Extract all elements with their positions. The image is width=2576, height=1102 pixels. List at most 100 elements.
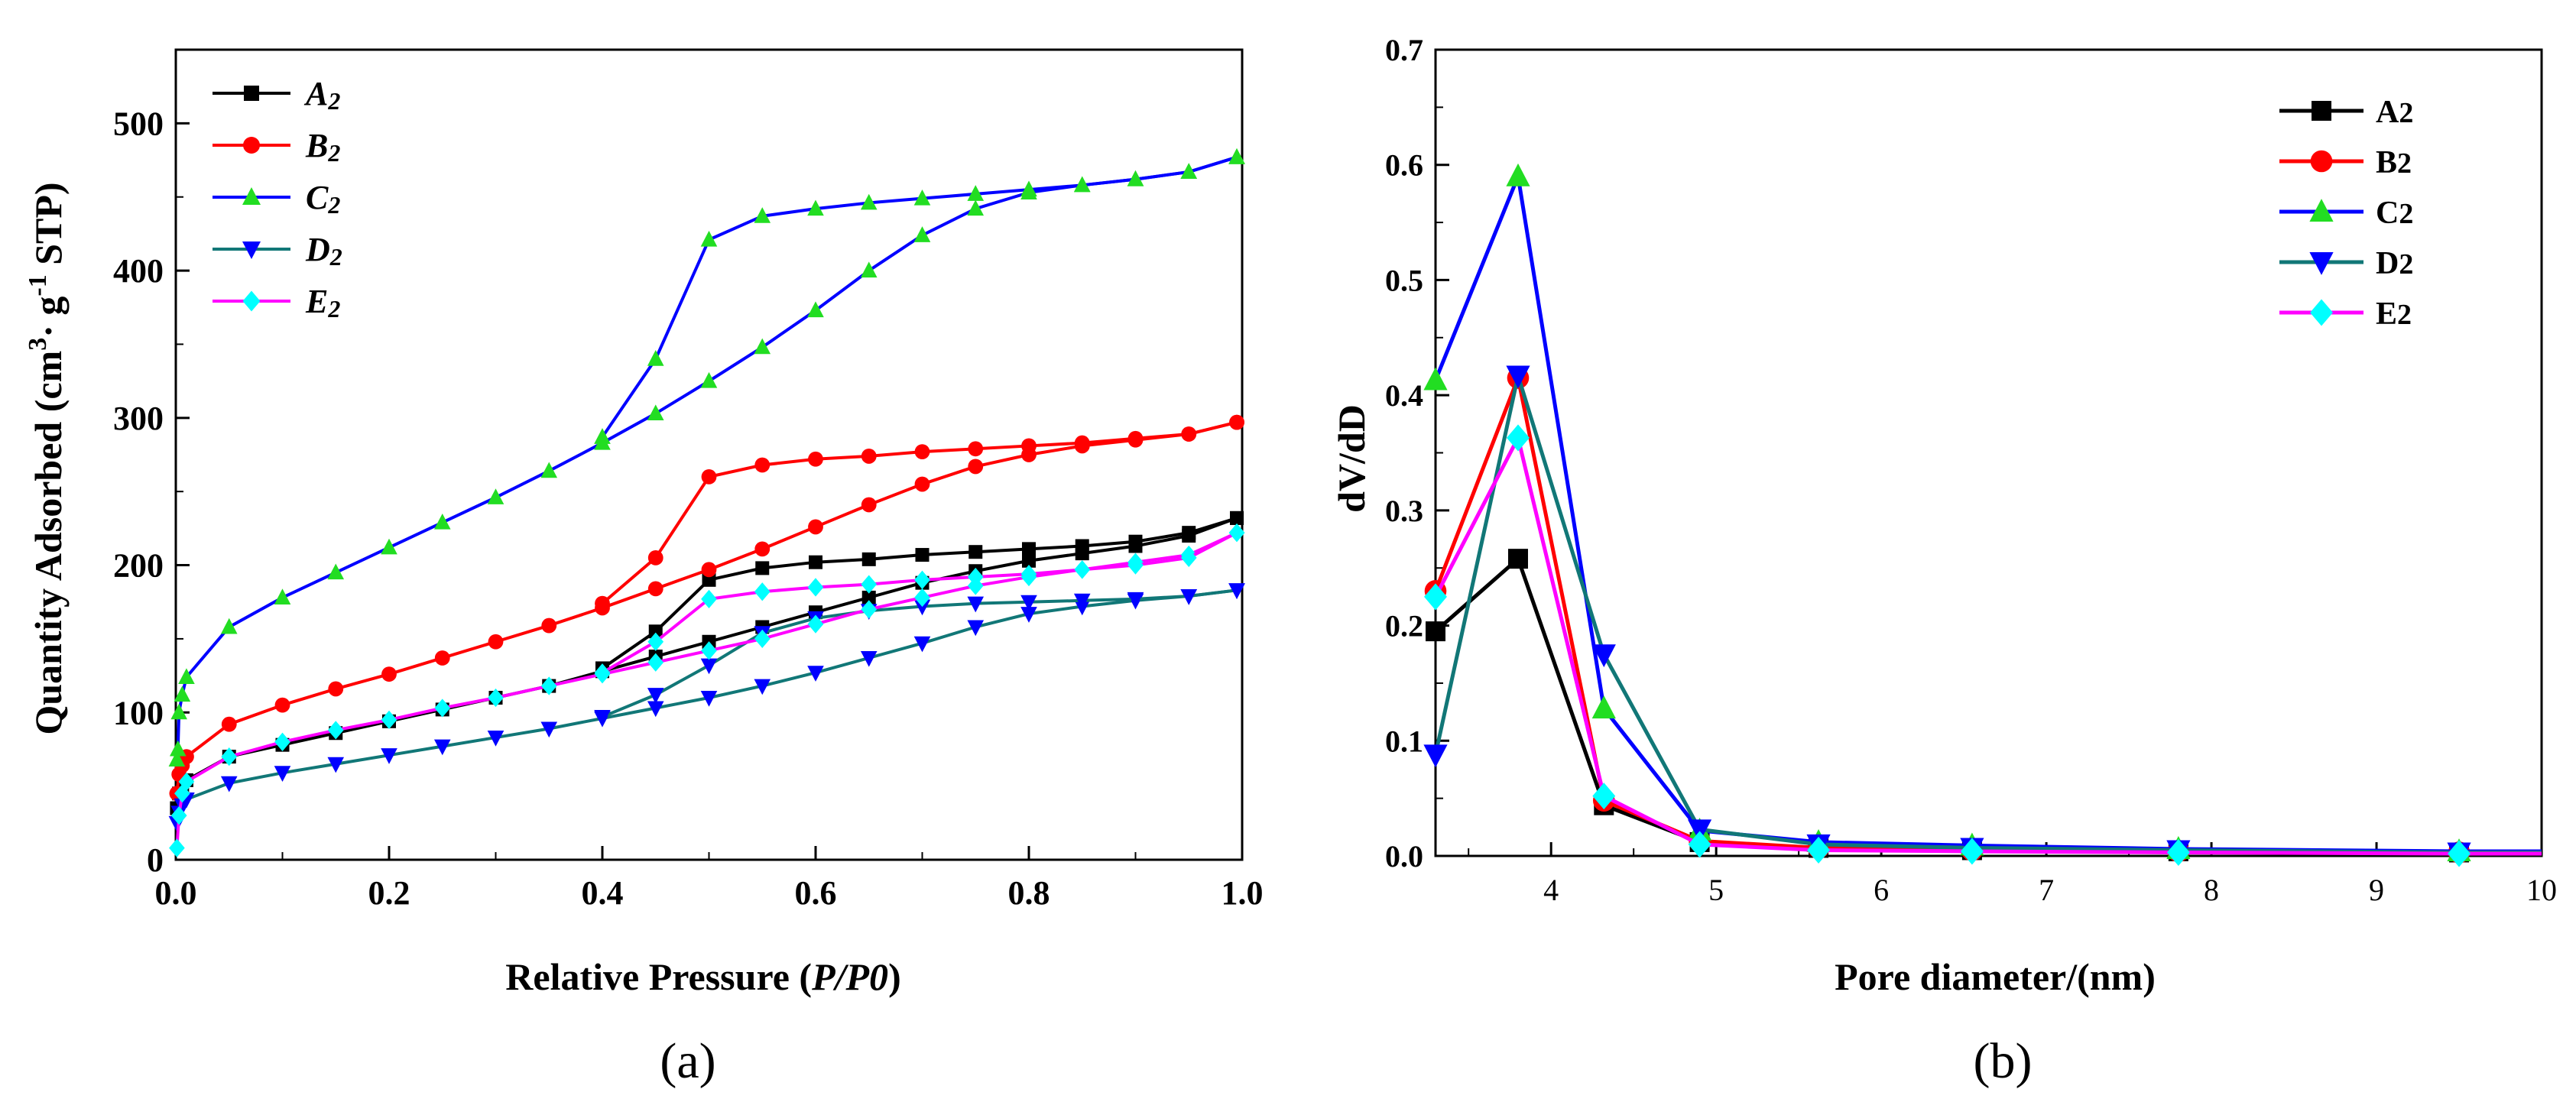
panel-a-legend-B2-label: B2 xyxy=(305,127,340,167)
panel-a-B2-point xyxy=(701,562,717,578)
panel-a-D2-point xyxy=(913,636,931,653)
panel-a-y-tick-label: 200 xyxy=(113,547,164,585)
panel-a-C2-point xyxy=(700,371,718,388)
panel-b-D2-point xyxy=(1591,644,1616,668)
panel-a-E2-adsorption-line xyxy=(175,531,1238,848)
panel-b-legend-E2-label: E2 xyxy=(2376,297,2412,332)
panel-a-C2-point xyxy=(913,189,931,206)
panel-a-C2-point xyxy=(594,428,611,444)
panel-a-C2-point xyxy=(1020,180,1037,197)
panel-a-A2-point xyxy=(1075,539,1089,553)
panel-a-x-tick-label: 1.0 xyxy=(1221,874,1264,912)
panel-a-D2-point xyxy=(1020,595,1037,611)
panel-b-C2-point xyxy=(1423,367,1448,391)
panel-a-E2-point xyxy=(914,570,930,589)
panel-a-legend-E2-marker xyxy=(242,290,261,312)
panel-a-B2-point xyxy=(914,444,930,460)
panel-a-E2-point xyxy=(647,632,664,651)
panel-a-C2-point xyxy=(700,230,718,247)
panel-a-C2-point xyxy=(1228,147,1245,164)
panel-a-D2-point xyxy=(487,731,504,747)
panel-b-legend-B2-label: B2 xyxy=(2376,145,2412,180)
panel-b-y-tick-label: 0.3 xyxy=(1385,494,1423,528)
panel-a-E2-point xyxy=(488,688,504,708)
panel-a-legend-E2-label: E2 xyxy=(305,283,340,322)
panel-b-E2-point xyxy=(1688,831,1711,858)
panel-a-caption: (a) xyxy=(660,1033,715,1089)
panel-a-B2-point xyxy=(701,469,717,485)
panel-a-B2-point xyxy=(434,650,450,666)
panel-a-C2-point xyxy=(913,226,931,242)
panel-a-B2-point xyxy=(647,550,663,566)
panel-b-E2-point xyxy=(2166,838,2190,867)
panel-a-E2-point xyxy=(807,578,824,597)
panel-b-y-axis-label: dV/dD xyxy=(1330,404,1373,513)
panel-a-D2-point xyxy=(1020,607,1037,623)
panel-a-x-tick-label: 0.4 xyxy=(582,874,624,912)
panel-b-E2-point xyxy=(2448,840,2471,867)
panel-a-y-tick-label: 300 xyxy=(113,400,164,437)
panel-a-D2-point xyxy=(647,688,664,704)
panel-a-A2-point xyxy=(1128,534,1143,549)
panel-a-legend-C2-marker xyxy=(242,187,261,205)
panel-a-E2-point xyxy=(1127,556,1144,575)
panel-a-E2-point xyxy=(647,653,664,672)
panel-a-y-tick-label: 100 xyxy=(113,694,164,731)
panel-b-C2-point xyxy=(1506,163,1530,186)
panel-a-D2-point xyxy=(860,650,878,667)
panel-a-x-tick-label: 0.8 xyxy=(1008,874,1050,912)
panel-a-C2-point xyxy=(220,617,238,634)
panel-a-D2-point xyxy=(967,620,985,637)
panel-a-B2-point xyxy=(754,457,771,473)
panel-a-A2-point xyxy=(861,552,876,566)
panel-b-pore-distribution-chart: 4 5 6 7 8 9 10 0.0 0.1 0.2 0.3 0.4 0.5 0.6 0.7 A2 B2 C2 D… xyxy=(1330,33,2557,1089)
panel-a-B2-point xyxy=(488,634,504,650)
panel-a-C2-point xyxy=(487,488,504,504)
panel-b-E2-point xyxy=(1960,838,1984,865)
panel-a-C2-point xyxy=(754,207,771,223)
panel-a-legend-D2-label: D2 xyxy=(305,231,342,271)
panel-a-E2-point xyxy=(967,567,984,587)
panel-a-D2-point xyxy=(700,691,718,707)
panel-a-D2-point xyxy=(540,721,558,738)
panel-a-E2-point xyxy=(594,663,611,682)
panel-a-B2-point xyxy=(861,449,877,464)
panel-a-D2-point xyxy=(1228,583,1245,600)
panel-a-A2-point xyxy=(1022,542,1036,556)
panel-a-B2-point xyxy=(1229,414,1244,430)
panel-a-E2-point xyxy=(754,629,771,649)
panel-a-D2-point xyxy=(381,748,397,764)
panel-a-C2-point xyxy=(168,750,186,767)
panel-a-E2-point xyxy=(327,721,344,740)
panel-a-B2-point xyxy=(808,451,823,467)
panel-a-x-tick-label: 0.0 xyxy=(155,874,197,912)
panel-a-A2-point xyxy=(968,545,983,559)
panel-a-E2-point xyxy=(381,710,397,730)
panel-b-E2-point xyxy=(1507,424,1530,452)
panel-a-D2-point xyxy=(967,596,985,613)
panel-a-D2-point xyxy=(1127,592,1144,608)
panel-a-E2-point xyxy=(861,575,878,594)
panel-a-axes: 0.0 0.2 0.4 0.6 0.8 1.0 0 100 200 300 400 500 xyxy=(113,48,1264,912)
panel-b-x-tick-label: 4 xyxy=(1543,873,1559,907)
panel-a-A2-point xyxy=(861,590,876,604)
panel-b-A2-point xyxy=(1426,621,1445,642)
panel-a-A2-point xyxy=(1182,526,1196,540)
panel-a-B2-point xyxy=(1021,438,1037,454)
panel-a-E2-point xyxy=(274,732,290,751)
panel-a-E2-point xyxy=(1180,548,1197,568)
panel-b-y-tick-label: 0.5 xyxy=(1385,263,1423,297)
panel-a-E2-point xyxy=(701,641,717,660)
panel-b-legend-A2-label: A2 xyxy=(2376,95,2413,130)
panel-a-legend-A2-label: A2 xyxy=(303,75,340,115)
panel-a-legend-B2-marker xyxy=(243,137,260,154)
panel-b-legend-D2-label: D2 xyxy=(2376,246,2413,281)
panel-b-legend-D2-marker xyxy=(2309,252,2334,275)
panel-a-E2-point xyxy=(169,838,185,857)
panel-a-E2-point xyxy=(807,614,824,634)
panel-b-y-tick-label: 0.4 xyxy=(1385,378,1423,413)
panel-a-C2-point xyxy=(807,199,824,216)
panel-b-legend-B2-marker xyxy=(2310,150,2333,173)
panel-b-D2-point xyxy=(1687,819,1712,843)
panel-a-A2-point xyxy=(1230,510,1244,525)
